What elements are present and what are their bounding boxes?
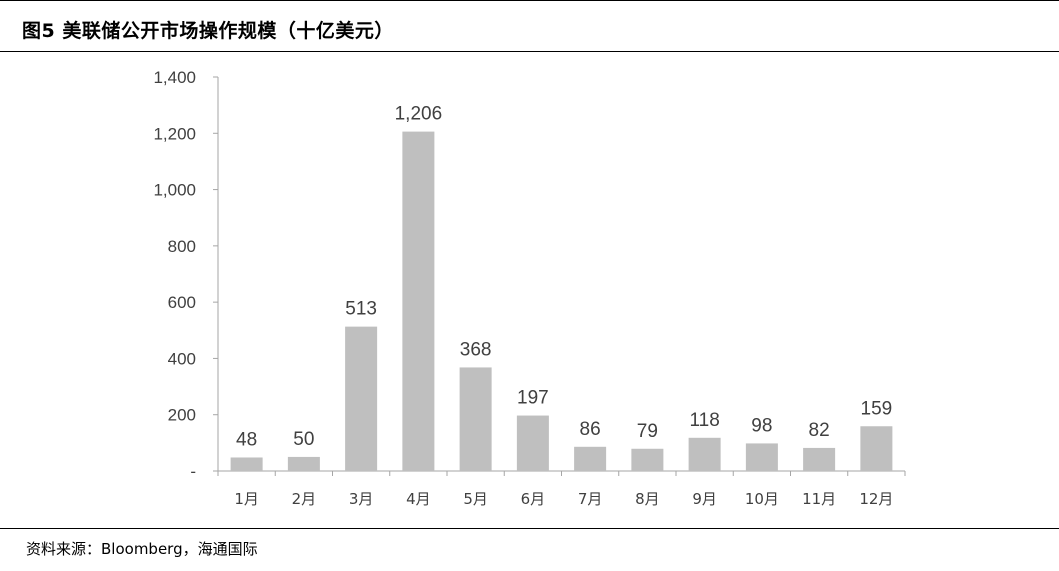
x-tick-label: 3月 bbox=[349, 490, 374, 508]
bar bbox=[287, 456, 320, 471]
y-axis: - 200 400 600 800 1,000 1,200 1,400 bbox=[153, 68, 219, 481]
x-tick-label: 10月 bbox=[745, 490, 779, 508]
bar bbox=[345, 326, 378, 471]
x-tick-label: 7月 bbox=[578, 490, 603, 508]
y-tick-label: - bbox=[190, 462, 196, 481]
data-label: 48 bbox=[236, 429, 257, 450]
data-label: 197 bbox=[517, 388, 549, 409]
bar bbox=[631, 448, 664, 471]
data-label: 118 bbox=[689, 410, 719, 431]
x-tick-label: 4月 bbox=[406, 490, 431, 508]
y-tick-label: 1,200 bbox=[153, 124, 196, 143]
y-tick-label: 800 bbox=[168, 237, 196, 256]
bar bbox=[745, 443, 778, 471]
figure-source: 资料来源：Bloomberg，海通国际 bbox=[26, 540, 258, 558]
x-tick-label: 9月 bbox=[692, 490, 717, 508]
bar bbox=[459, 367, 492, 471]
y-tick-label: 1,000 bbox=[153, 181, 196, 200]
x-tick-label: 8月 bbox=[635, 490, 660, 508]
data-label: 79 bbox=[637, 421, 658, 442]
data-label: 513 bbox=[345, 299, 377, 320]
bar-chart: - 200 400 600 800 1,000 1,200 1,400 1月 2月 3月 4月 5月 6… bbox=[153, 68, 906, 508]
bar bbox=[860, 426, 893, 471]
data-label: 82 bbox=[809, 420, 830, 441]
x-axis: 1月 2月 3月 4月 5月 6月 7月 8月 9月 10月 11月 12月 bbox=[217, 470, 906, 508]
bar bbox=[230, 457, 263, 471]
figure-footer-rule bbox=[0, 528, 1059, 529]
data-labels: 48 50 513 1,206 368 197 86 79 118 98 82 159 bbox=[236, 104, 892, 451]
x-tick-label: 6月 bbox=[521, 490, 546, 508]
data-label: 159 bbox=[861, 398, 893, 419]
x-tick-label: 2月 bbox=[292, 490, 317, 508]
y-tick-label: 1,400 bbox=[153, 68, 196, 87]
data-label: 1,206 bbox=[395, 104, 443, 125]
bars bbox=[230, 131, 893, 471]
x-tick-label: 5月 bbox=[463, 490, 488, 508]
y-tick-label: 600 bbox=[168, 293, 196, 312]
data-label: 50 bbox=[293, 429, 314, 450]
data-label: 98 bbox=[751, 415, 772, 436]
figure-title: 图5 美联储公开市场操作规模（十亿美元） bbox=[22, 20, 394, 42]
x-tick-label: 12月 bbox=[859, 490, 893, 508]
x-tick-label: 11月 bbox=[802, 490, 836, 508]
bar bbox=[516, 415, 549, 471]
y-tick-label: 400 bbox=[168, 349, 196, 368]
bar bbox=[574, 446, 607, 471]
data-label: 368 bbox=[460, 339, 492, 360]
data-label: 86 bbox=[580, 419, 601, 440]
bar bbox=[402, 131, 435, 471]
x-tick-label: 1月 bbox=[234, 490, 259, 508]
y-tick-label: 200 bbox=[168, 406, 196, 425]
figure-header: 图5 美联储公开市场操作规模（十亿美元） bbox=[0, 0, 1059, 52]
bar bbox=[688, 437, 721, 471]
bar bbox=[803, 447, 836, 471]
